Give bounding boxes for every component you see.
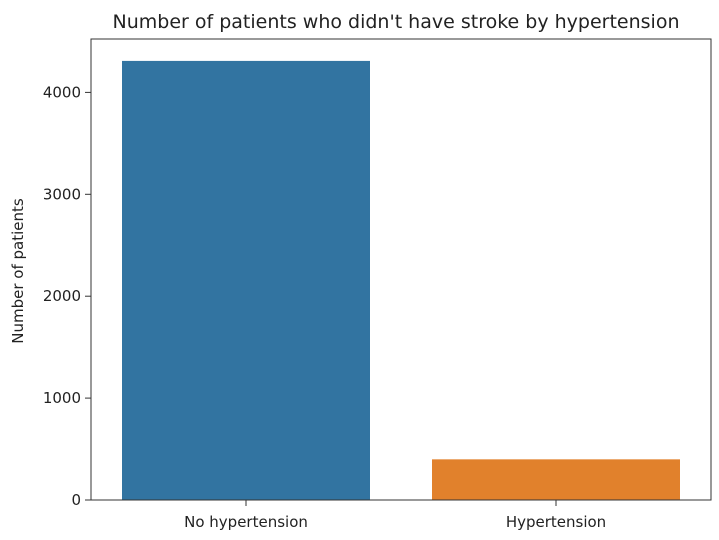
bar-0 — [122, 60, 370, 500]
x-tick-label-1: Hypertension — [506, 513, 606, 531]
y-tick-label-1: 1000 — [43, 389, 81, 407]
y-tick-label-0: 0 — [71, 491, 81, 509]
y-tick-label-3: 3000 — [43, 185, 81, 203]
bar-1 — [432, 459, 680, 500]
plot-area: 0 1000 2000 3000 4000 No hypertension Hyperten… — [43, 38, 712, 531]
x-tick-label-0: No hypertension — [184, 513, 308, 531]
y-tick-label-4: 4000 — [43, 83, 81, 101]
y-axis-label: Number of patients — [9, 198, 27, 344]
plot-frame — [90, 38, 712, 501]
chart-title: Number of patients who didn't have strok… — [113, 11, 680, 33]
y-tick-label-2: 2000 — [43, 287, 81, 305]
